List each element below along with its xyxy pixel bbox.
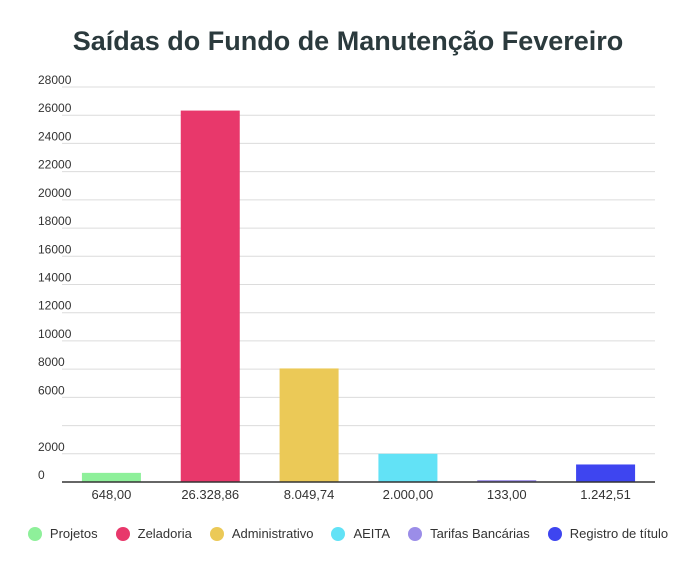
chart-legend: Projetos Zeladoria Administrativo AEITA Tari… (0, 526, 696, 541)
y-tick-label: 10000 (38, 327, 72, 341)
x-tick-label: 8.049,74 (284, 487, 335, 502)
legend-swatch (115, 526, 130, 541)
bar-aeita (378, 453, 438, 482)
legend-label: Administrativo (231, 526, 314, 541)
x-tick-label: 133,00 (487, 487, 527, 502)
legend-swatch (331, 526, 346, 541)
bar-tarifas-bancárias (477, 480, 537, 482)
y-tick-label: 14000 (38, 271, 72, 285)
chart-title: Saídas do Fundo de Manutenção Fevereiro (72, 26, 624, 56)
legend-label: Projetos (49, 526, 98, 541)
legend-swatch (209, 526, 224, 541)
bar-registro-de-título (576, 464, 636, 482)
y-tick-label: 2000 (38, 440, 65, 454)
y-tick-label: 0 (38, 468, 45, 482)
y-tick-label: 26000 (38, 101, 72, 115)
legend-label: AEITA (353, 526, 391, 541)
bar-zeladoria (180, 110, 240, 482)
x-tick-label: 26.328,86 (181, 487, 239, 502)
legend-item: Registro de título (547, 526, 669, 541)
legend-swatch (27, 526, 42, 541)
y-tick-label: 24000 (38, 129, 72, 143)
bar-projetos (81, 472, 141, 482)
legend-label: Registro de título (569, 526, 669, 541)
legend-item: Administrativo (209, 526, 314, 541)
legend-label: Zeladoria (137, 526, 192, 541)
x-tick-label: 648,00 (92, 487, 132, 502)
legend-swatch (408, 526, 423, 541)
x-tick-label: 1.242,51 (580, 487, 631, 502)
legend-item: AEITA (331, 526, 390, 541)
legend-label: Tarifas Bancárias (430, 526, 530, 541)
legend-item: Projetos (27, 526, 98, 541)
legend-item: Zeladoria (115, 526, 192, 541)
bar-administrativo (279, 368, 339, 482)
y-tick-label: 12000 (38, 299, 72, 313)
y-tick-label: 18000 (38, 214, 72, 228)
y-tick-label: 20000 (38, 186, 72, 200)
y-tick-label: 22000 (38, 158, 72, 172)
y-tick-label: 16000 (38, 242, 72, 256)
x-tick-label: 2.000,00 (383, 487, 434, 502)
y-tick-label: 6000 (38, 383, 65, 397)
y-tick-label: 8000 (38, 355, 65, 369)
y-tick-label: 28000 (38, 73, 72, 87)
legend-swatch (547, 526, 562, 541)
legend-item: Tarifas Bancárias (408, 526, 530, 541)
bar-chart: 0 2000 6000 8000 10000 12000 14000 16000 18000 20… (38, 73, 655, 502)
